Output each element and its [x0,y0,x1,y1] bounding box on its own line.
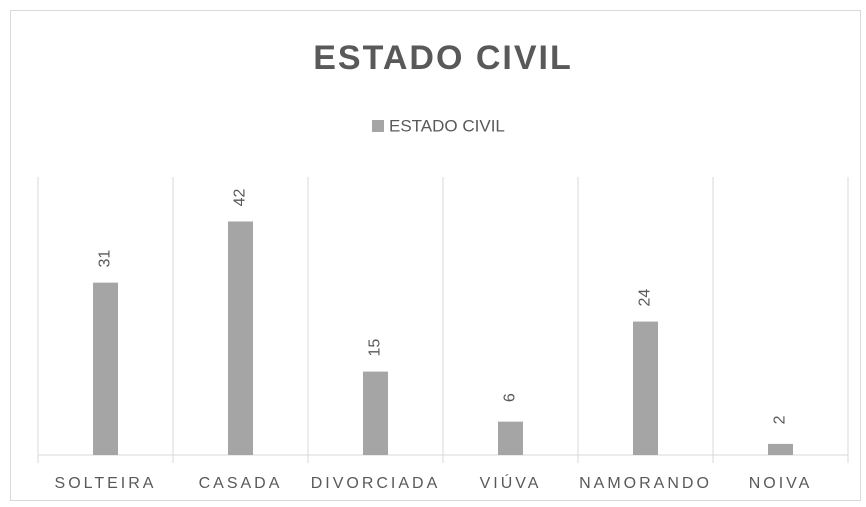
chart-title: ESTADO CIVIL [313,39,573,77]
x-tick-label: DIVORCIADA [311,475,441,492]
bar [228,221,253,455]
bar [633,321,658,455]
chart-border [10,10,861,501]
data-label: 42 [232,188,249,206]
x-tick-label: SOLTEIRA [55,475,157,492]
data-label: 31 [97,250,114,268]
bar [498,421,523,455]
legend-label: ESTADO CIVIL [389,116,505,135]
legend-swatch [372,120,384,132]
bar [93,282,118,455]
x-tick-label: VIÚVA [480,473,542,492]
bar [363,371,388,455]
x-tick-label: NOIVA [749,475,813,492]
data-label: 15 [367,339,384,357]
data-label: 2 [772,415,789,424]
x-tick-label: CASADA [199,475,283,492]
data-label: 24 [637,289,654,307]
bar [768,443,793,455]
x-tick-label: NAMORANDO [579,475,712,492]
data-label: 6 [502,393,519,402]
